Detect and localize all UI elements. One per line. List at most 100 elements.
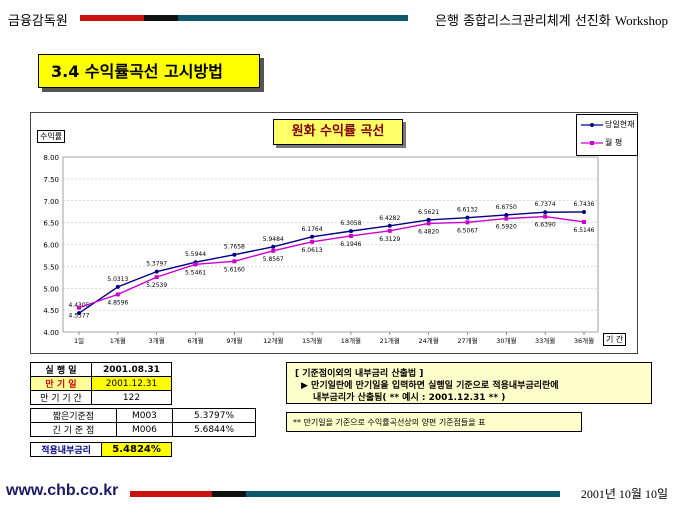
x-tick-label: 33개월 [535, 336, 555, 345]
data-point-average [504, 216, 509, 221]
x-tick-label: 30개월 [496, 336, 516, 345]
data-point-average [77, 305, 81, 310]
y-tick-label: 7.50 [43, 176, 59, 184]
data-label-current: 6.3058 [340, 220, 361, 227]
seminar-title: 은행 종합리스크관리체계 선진화 Workshop [435, 10, 668, 29]
data-label-current: 6.4282 [379, 215, 400, 222]
chart-legend: 당일현재 월 평 [576, 114, 638, 156]
x-tick-label: 18개월 [341, 336, 361, 345]
footer-bar-teal [246, 491, 560, 497]
data-label-average: 6.5920 [496, 224, 517, 231]
y-tick-label: 4.00 [43, 329, 59, 337]
data-point-average [543, 214, 548, 219]
table-row: 실 행 일 2001.08.31 [30, 362, 173, 377]
y-tick-label: 6.50 [43, 220, 59, 228]
reference-point-table: 짧은기준점 M003 5.3797% 긴 기 준 점 M006 5.6844% [30, 408, 256, 437]
data-label-current: 6.1764 [302, 226, 323, 233]
long-ref-label: 긴 기 준 점 [30, 422, 117, 437]
chart-title: 원화 수익률 곡선 [273, 119, 403, 145]
method-line-1: ▶ 만기일란에 만기일을 입력하면 실행일 기준으로 적용내부금리란에 [301, 381, 559, 391]
execution-date-label: 실 행 일 [30, 362, 92, 377]
data-label-average: 6.6390 [535, 222, 556, 229]
maturity-date-input[interactable]: 2001.12.31 [90, 376, 173, 391]
data-label-current: 5.7658 [224, 244, 245, 251]
footer-url[interactable]: www.chb.co.kr [6, 482, 119, 499]
data-point-average [232, 259, 237, 264]
data-label-average: 6.3129 [379, 236, 400, 243]
maturity-period-value: 122 [90, 390, 173, 405]
data-point-current [310, 234, 315, 239]
data-label-current: 5.9484 [263, 236, 284, 243]
data-label-average: 6.4820 [418, 228, 439, 235]
data-label-average: 5.8567 [263, 256, 284, 263]
legend-swatch-average [581, 141, 603, 145]
data-label-current: 5.3797 [146, 261, 167, 268]
x-tick-label: 6개월 [187, 336, 203, 345]
x-tick-label: 24개월 [418, 336, 438, 345]
execution-date-value[interactable]: 2001.08.31 [90, 362, 173, 377]
org-name: 금융감독원 [8, 14, 68, 29]
maturity-date-label: 만 기 일 [30, 376, 92, 391]
data-label-average: 4.8596 [107, 299, 128, 306]
data-label-current: 6.5621 [418, 209, 439, 216]
y-tick-label: 5.50 [43, 263, 59, 271]
long-ref-rate: 5.6844% [172, 422, 256, 437]
y-tick-label: 8.00 [43, 154, 59, 162]
y-tick-label: 5.00 [43, 285, 59, 293]
y-tick-label: 7.00 [43, 198, 59, 206]
table-row: 적용내부금리 5.4824% [29, 442, 172, 457]
data-label-average: 5.2539 [146, 282, 167, 289]
maturity-period-label: 만 기 기 간 [30, 390, 92, 405]
short-ref-code: M003 [115, 408, 174, 423]
data-point-average [426, 221, 431, 226]
data-label-average: 6.5146 [574, 227, 595, 234]
x-tick-label: 27개월 [457, 336, 477, 345]
footer-bar-red [130, 491, 212, 497]
x-tick-label: 3개월 [149, 336, 165, 345]
data-label-average: 6.1946 [340, 241, 361, 248]
legend-item-average: 월 평 [581, 136, 622, 150]
y-axis-unit: 수익률 [37, 130, 66, 143]
data-label-average: 4.5577 [69, 313, 90, 320]
data-label-current: 6.6750 [496, 204, 517, 211]
data-point-current [115, 284, 120, 289]
x-tick-label: 1개월 [110, 336, 126, 345]
note-box: ** 만기일을 기준으로 수익률곡선상의 양편 기준점들을 표 [286, 412, 582, 432]
data-point-current [348, 229, 353, 234]
data-label-current: 5.0313 [107, 276, 128, 283]
data-point-current [154, 269, 159, 274]
data-label-average: 5.6160 [224, 266, 245, 273]
legend-swatch-current [581, 123, 603, 127]
footer-bar-black [212, 491, 246, 497]
data-label-average: 6.0613 [302, 247, 323, 254]
method-heading: [ 기준점이외의 내부금리 산출법 ] [295, 369, 424, 379]
series-line-current [78, 211, 585, 314]
data-label-average: 5.5461 [185, 269, 206, 276]
x-tick-label: 1일 [74, 336, 84, 345]
data-label-current: 6.6132 [457, 207, 478, 214]
series-line-average [78, 215, 585, 309]
method-line-2: 내부금리가 산출됨( ** 예시 : 2001.12.31 ** ) [313, 393, 506, 403]
slide-title: 3.4 수익률곡선 고시방법 [38, 54, 260, 88]
data-point-current [271, 244, 276, 249]
data-point-current [504, 212, 509, 217]
x-tick-label: 12개월 [263, 336, 283, 345]
method-box: [ 기준점이외의 내부금리 산출법 ] ▶ 만기일란에 만기일을 입력하면 실행… [286, 362, 652, 404]
footer-date: 2001년 10월 10일 [580, 487, 668, 501]
data-point-current [387, 223, 392, 228]
y-tick-label: 4.50 [43, 307, 59, 315]
applied-rate-value: 5.4824% [101, 442, 172, 457]
data-point-current [465, 215, 470, 220]
legend-label-average: 월 평 [605, 138, 623, 147]
header-bar-teal [178, 15, 408, 21]
x-tick-label: 9개월 [226, 336, 242, 345]
data-point-current [232, 252, 237, 257]
seminar-title-ko: 은행 종합리스크관리체계 선진화 [435, 14, 611, 29]
data-point-current [77, 311, 81, 316]
data-point-average [465, 220, 470, 225]
table-row: 긴 기 준 점 M006 5.6844% [30, 422, 256, 437]
data-point-average [154, 275, 159, 280]
short-ref-label: 짧은기준점 [30, 408, 117, 423]
table-row: 만 기 일 2001.12.31 [30, 376, 173, 391]
x-tick-label: 36개월 [574, 336, 594, 345]
